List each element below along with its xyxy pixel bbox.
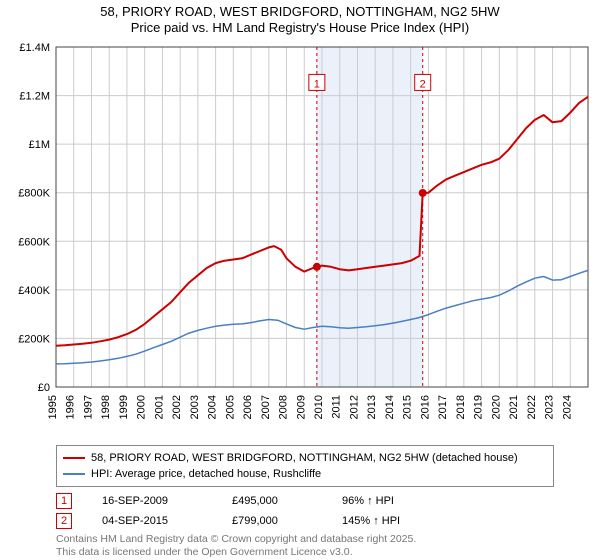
svg-text:2006: 2006 [242,395,254,419]
svg-text:2013: 2013 [366,395,378,419]
svg-text:2010: 2010 [313,395,325,419]
svg-text:2004: 2004 [207,395,219,419]
svg-text:2022: 2022 [526,395,538,419]
svg-text:2023: 2023 [544,395,556,419]
svg-text:2012: 2012 [348,395,360,419]
svg-text:2003: 2003 [189,395,201,419]
svg-text:2: 2 [420,78,426,90]
license-footer: Contains HM Land Registry data © Crown c… [56,533,600,559]
legend-row-hpi: HPI: Average price, detached house, Rush… [63,466,547,482]
legend-label-price-paid: 58, PRIORY ROAD, WEST BRIDGFORD, NOTTING… [91,450,518,466]
line-chart-svg: £0 £200K £400K £600K £800K £1M £1.2M £1.4M 1995 1… [0,37,600,437]
sale-2-pct: 145% ↑ HPI [342,515,462,527]
svg-text:£200K: £200K [18,333,50,345]
svg-text:2002: 2002 [171,395,183,419]
legend-swatch-hpi [63,473,85,475]
svg-text:2014: 2014 [384,395,396,419]
sale-1-pct: 96% ↑ HPI [342,495,462,507]
svg-text:1998: 1998 [100,395,112,419]
svg-text:2001: 2001 [153,395,165,419]
legend-row-price-paid: 58, PRIORY ROAD, WEST BRIDGFORD, NOTTING… [63,450,547,466]
svg-text:1996: 1996 [65,395,77,419]
svg-text:1999: 1999 [118,395,130,419]
legend-box: 58, PRIORY ROAD, WEST BRIDGFORD, NOTTING… [56,445,554,487]
legend-swatch-price-paid [63,457,85,459]
svg-text:2005: 2005 [224,395,236,419]
svg-text:2017: 2017 [437,395,449,419]
sale-marker-2-icon: 2 [56,513,72,529]
sale-1-date: 16-SEP-2009 [102,495,232,507]
svg-text:2016: 2016 [419,395,431,419]
svg-text:1997: 1997 [82,395,94,419]
svg-text:2019: 2019 [473,395,485,419]
svg-text:2015: 2015 [402,395,414,419]
sale-row-1: 1 16-SEP-2009 £495,000 96% ↑ HPI [56,493,600,509]
chart-title-line1: 58, PRIORY ROAD, WEST BRIDGFORD, NOTTING… [0,4,600,20]
svg-text:1: 1 [314,78,320,90]
chart-title-block: 58, PRIORY ROAD, WEST BRIDGFORD, NOTTING… [0,0,600,37]
svg-text:£800K: £800K [18,187,50,199]
sale-markers-table: 1 16-SEP-2009 £495,000 96% ↑ HPI 2 04-SE… [56,493,600,529]
sale-1-price: £495,000 [232,495,342,507]
svg-text:£600K: £600K [18,236,50,248]
svg-text:2018: 2018 [455,395,467,419]
sale-2-date: 04-SEP-2015 [102,515,232,527]
sale-marker-1-icon: 1 [56,493,72,509]
legend-label-hpi: HPI: Average price, detached house, Rush… [91,466,321,482]
chart-area: £0 £200K £400K £600K £800K £1M £1.2M £1.4M 1995 1… [0,37,600,437]
page: 58, PRIORY ROAD, WEST BRIDGFORD, NOTTING… [0,0,600,560]
svg-text:£400K: £400K [18,284,50,296]
svg-text:£1.2M: £1.2M [19,90,50,102]
svg-text:2020: 2020 [490,395,502,419]
svg-text:1995: 1995 [47,395,59,419]
svg-text:£0: £0 [38,382,50,394]
svg-text:2024: 2024 [561,395,573,419]
sale-2-price: £799,000 [232,515,342,527]
license-line1: Contains HM Land Registry data © Crown c… [56,533,600,546]
svg-text:£1.4M: £1.4M [19,42,50,54]
svg-text:2007: 2007 [260,395,272,419]
sale-row-2: 2 04-SEP-2015 £799,000 145% ↑ HPI [56,513,600,529]
svg-text:2000: 2000 [136,395,148,419]
license-line2: This data is licensed under the Open Gov… [56,546,600,559]
svg-text:2008: 2008 [278,395,290,419]
svg-text:£1M: £1M [29,139,50,151]
svg-text:2009: 2009 [295,395,307,419]
svg-text:2011: 2011 [331,395,343,419]
chart-title-line2: Price paid vs. HM Land Registry's House … [0,20,600,36]
svg-text:2021: 2021 [508,395,520,419]
